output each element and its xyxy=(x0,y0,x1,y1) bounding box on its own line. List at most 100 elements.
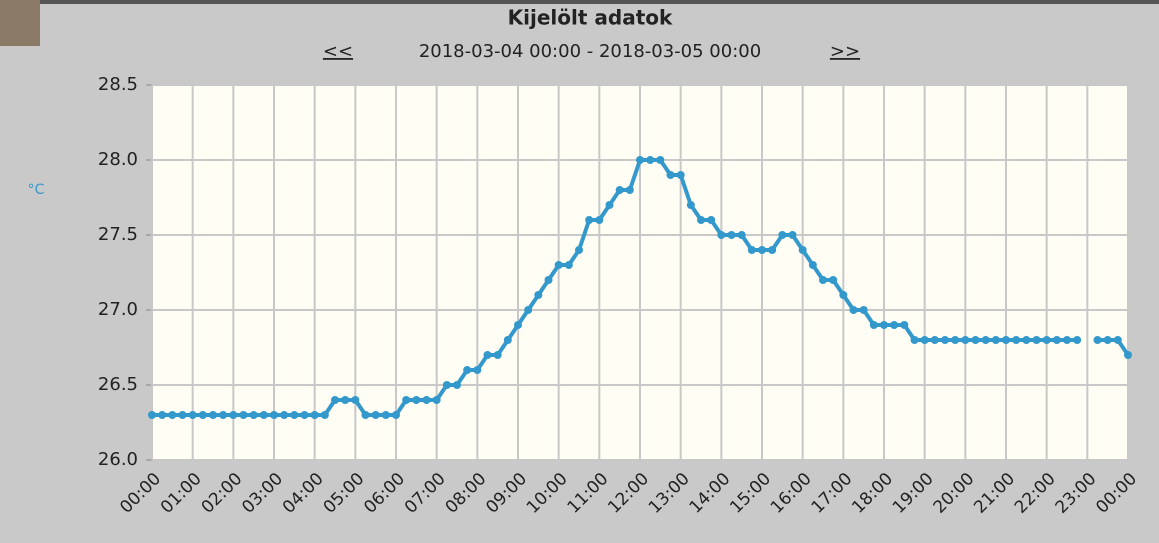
point xyxy=(615,186,624,194)
chart-subtitle: 2018-03-04 00:00 - 2018-03-05 00:00 xyxy=(419,41,761,62)
point xyxy=(951,336,960,344)
point xyxy=(737,231,746,239)
point xyxy=(971,336,980,344)
point xyxy=(961,336,970,344)
thumbnail xyxy=(0,0,40,46)
point xyxy=(361,411,370,419)
x-tick-label: 14:00 xyxy=(686,469,735,518)
point xyxy=(1073,336,1082,344)
point xyxy=(747,246,756,254)
point xyxy=(422,396,431,404)
point xyxy=(534,291,543,299)
point xyxy=(839,291,848,299)
y-tick-label: 27.0 xyxy=(98,299,138,320)
x-tick-label: 12:00 xyxy=(604,469,653,518)
point xyxy=(198,411,207,419)
point xyxy=(758,246,766,254)
point xyxy=(697,216,705,224)
x-tick-label: 10:00 xyxy=(523,469,572,518)
point xyxy=(727,231,736,239)
x-tick-label: 21:00 xyxy=(970,469,1019,518)
point xyxy=(910,336,919,344)
point xyxy=(646,156,655,164)
point xyxy=(880,321,888,329)
x-tick-label: 23:00 xyxy=(1052,469,1101,518)
point xyxy=(991,336,1000,344)
point xyxy=(1093,336,1102,344)
point xyxy=(676,171,685,179)
point xyxy=(1063,336,1071,344)
point xyxy=(412,396,421,404)
point xyxy=(229,411,238,419)
x-tick-label: 07:00 xyxy=(401,469,450,518)
point xyxy=(249,411,258,419)
point xyxy=(1124,351,1132,359)
point xyxy=(188,411,197,419)
point xyxy=(1032,336,1041,344)
point xyxy=(168,411,177,419)
y-tick-label: 28.0 xyxy=(98,149,138,170)
point xyxy=(259,411,268,419)
point xyxy=(920,336,929,344)
x-tick-label: 19:00 xyxy=(889,469,938,518)
point xyxy=(493,351,502,359)
point xyxy=(808,261,817,269)
point xyxy=(290,411,299,419)
point xyxy=(270,411,278,419)
prev-link[interactable]: << xyxy=(323,41,353,62)
point xyxy=(239,411,248,419)
chart-title: Kijelölt adatok xyxy=(508,6,673,30)
x-tick-label: 02:00 xyxy=(198,469,247,518)
point xyxy=(442,381,451,389)
y-unit: °C xyxy=(28,182,45,198)
point xyxy=(503,336,512,344)
point xyxy=(371,411,380,419)
point xyxy=(392,411,400,419)
point xyxy=(666,171,675,179)
point xyxy=(483,351,492,359)
point xyxy=(819,276,827,284)
point xyxy=(890,321,899,329)
point xyxy=(585,216,594,224)
point xyxy=(473,366,482,374)
point xyxy=(595,216,604,224)
point xyxy=(625,186,634,194)
x-tick-label: 00:00 xyxy=(116,469,165,518)
point xyxy=(310,411,319,419)
point xyxy=(849,306,858,314)
x-tick-label: 13:00 xyxy=(645,469,694,518)
point xyxy=(1022,336,1031,344)
x-tick-label: 17:00 xyxy=(808,469,857,518)
x-tick-label: 18:00 xyxy=(848,469,897,518)
point xyxy=(829,276,838,284)
y-tick-label: 27.5 xyxy=(98,224,138,245)
next-link[interactable]: >> xyxy=(830,41,860,62)
point xyxy=(869,321,878,329)
point xyxy=(381,411,390,419)
point xyxy=(1113,336,1122,344)
point xyxy=(859,306,868,314)
point xyxy=(778,231,787,239)
point xyxy=(300,411,309,419)
point xyxy=(554,261,563,269)
point xyxy=(941,336,949,344)
point xyxy=(707,216,716,224)
point xyxy=(402,396,411,404)
point xyxy=(209,411,217,419)
point xyxy=(788,231,797,239)
point xyxy=(564,261,573,269)
point xyxy=(351,396,360,404)
point xyxy=(219,411,228,419)
point xyxy=(544,276,553,284)
x-tick-label: 08:00 xyxy=(442,469,491,518)
point xyxy=(1012,336,1021,344)
point xyxy=(432,396,441,404)
x-tick-label: 11:00 xyxy=(564,469,613,518)
point xyxy=(514,321,522,329)
x-tick-label: 03:00 xyxy=(238,469,287,518)
point xyxy=(158,411,167,419)
point xyxy=(331,396,339,404)
point xyxy=(1052,336,1061,344)
